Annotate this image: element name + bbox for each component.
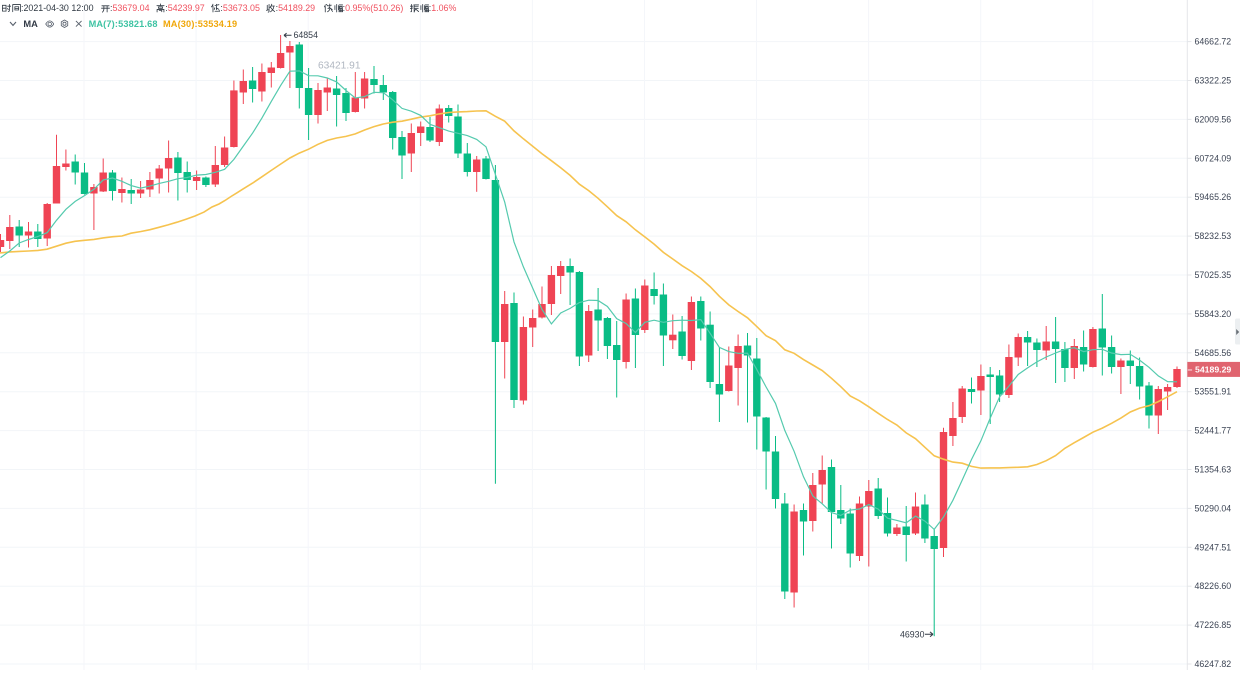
svg-text:59465.26: 59465.26 — [1195, 192, 1232, 202]
svg-text:53551.91: 53551.91 — [1195, 387, 1232, 397]
svg-text:62009.56: 62009.56 — [1195, 114, 1232, 124]
svg-text:63322.25: 63322.25 — [1195, 76, 1232, 86]
svg-text:55843.20: 55843.20 — [1195, 309, 1232, 319]
svg-text:51354.63: 51354.63 — [1195, 465, 1232, 475]
svg-text:58232.53: 58232.53 — [1195, 231, 1232, 241]
svg-text:46247.82: 46247.82 — [1195, 659, 1232, 669]
svg-text:46930: 46930 — [900, 629, 925, 639]
svg-text:57025.35: 57025.35 — [1195, 270, 1232, 280]
svg-text:49247.51: 49247.51 — [1195, 542, 1232, 552]
svg-text:48226.60: 48226.60 — [1195, 581, 1232, 591]
svg-text:63421.91: 63421.91 — [318, 61, 361, 72]
svg-text:54685.56: 54685.56 — [1195, 348, 1232, 358]
svg-text:50290.04: 50290.04 — [1195, 503, 1232, 513]
svg-text:64854: 64854 — [294, 30, 319, 40]
svg-text:54189.29: 54189.29 — [1195, 365, 1231, 375]
svg-text:60724.09: 60724.09 — [1195, 153, 1232, 163]
svg-text:64662.72: 64662.72 — [1195, 37, 1232, 47]
svg-text:47226.85: 47226.85 — [1195, 620, 1232, 630]
svg-text:52441.77: 52441.77 — [1195, 426, 1232, 436]
